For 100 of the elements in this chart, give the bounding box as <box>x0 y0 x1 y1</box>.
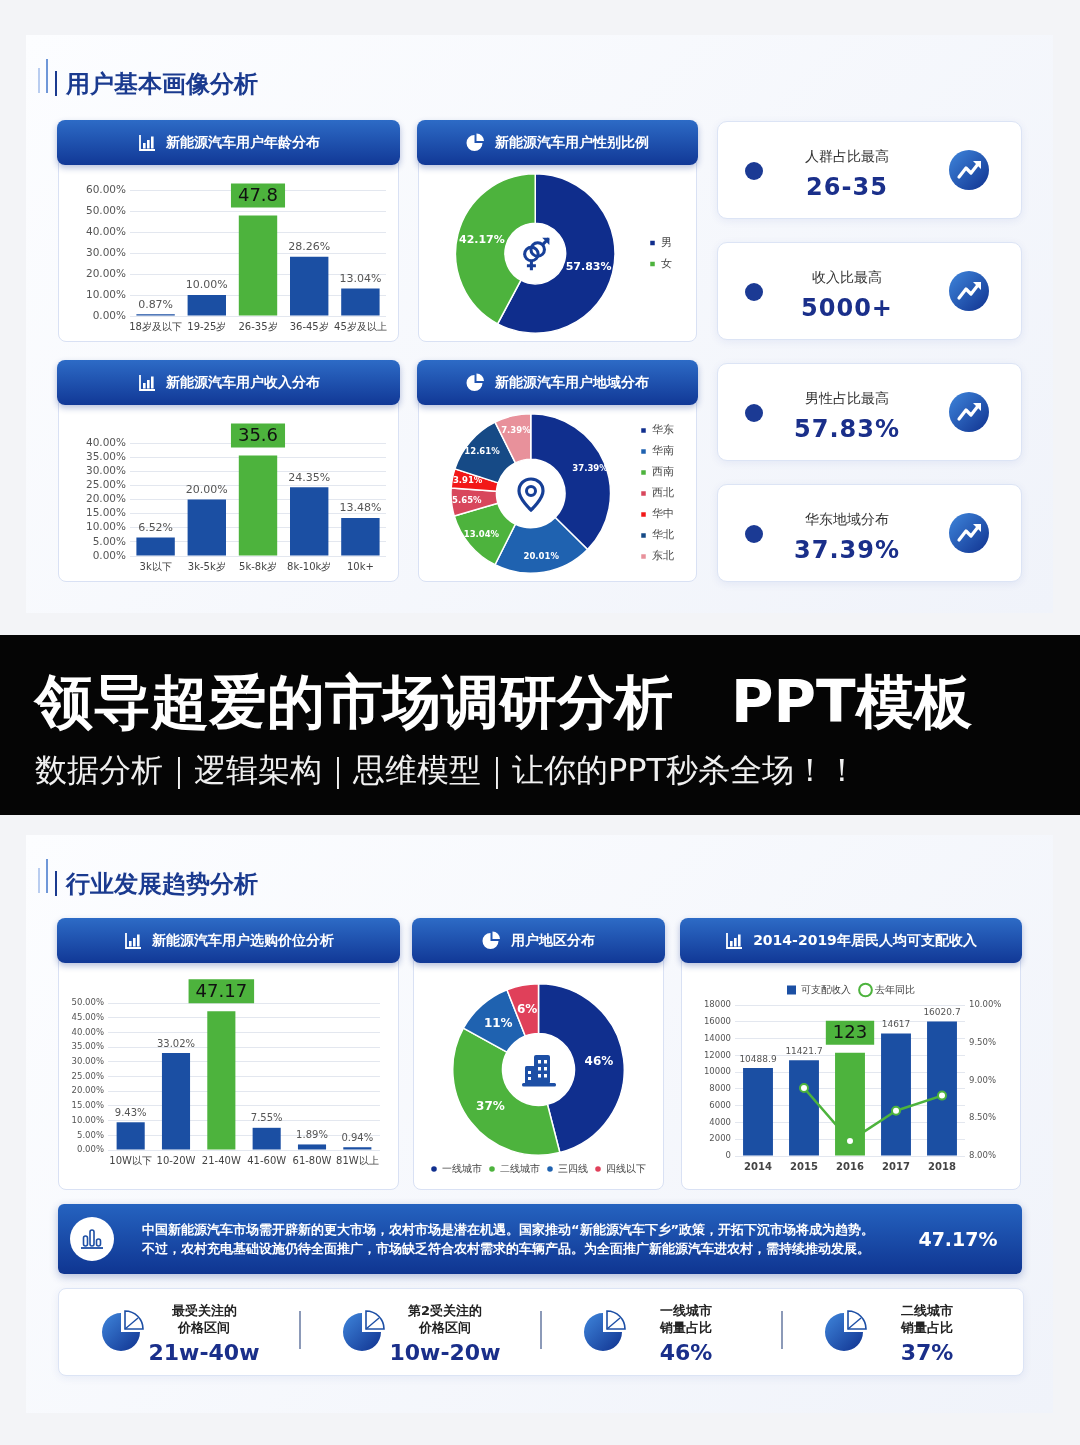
data-label: 11% <box>483 1015 513 1030</box>
x-tick-label: 26-35岁 <box>238 320 278 332</box>
text: 二线城市 <box>900 1302 954 1319</box>
bar <box>343 1147 372 1150</box>
x-tick-label: 3k以下 <box>139 560 172 572</box>
data-label: 13.04% <box>463 528 500 539</box>
chart-title: 新能源汽车用户收入分布 <box>165 373 320 392</box>
y-tick-label: 10.00% <box>71 1114 104 1125</box>
y-tick-label: 15.00% <box>85 506 127 519</box>
data-label: 20.01% <box>523 551 560 562</box>
text: 47.17% <box>917 1227 999 1251</box>
data-label: 7.55% <box>250 1112 283 1124</box>
chart-title: 新能源汽车用户选购价位分析 <box>151 931 334 950</box>
annotation: 123 <box>832 1021 868 1043</box>
bar <box>881 1033 911 1156</box>
text: 华东地域分布 <box>804 510 890 528</box>
text: 销量占比 <box>899 1319 954 1336</box>
y2-tick-label: 10.00% <box>969 999 1002 1010</box>
text: 一线城市 <box>659 1302 713 1319</box>
data-label: 24.35% <box>288 470 331 484</box>
y-tick-label: 20.00% <box>85 266 127 279</box>
bar <box>187 499 226 556</box>
data-label: 11421.7 <box>785 1046 823 1057</box>
y-tick-label: 45.00% <box>71 1011 104 1022</box>
y-tick-label: 10.00% <box>85 520 127 533</box>
bar <box>290 256 329 316</box>
data-label: 37% <box>476 1098 505 1113</box>
y-tick-label: 35.00% <box>85 449 127 462</box>
text: 21w-40w <box>147 1339 261 1367</box>
data-label: 9.43% <box>114 1106 147 1118</box>
data-label: 14617 <box>881 1019 911 1030</box>
legend-label: 华东 <box>652 423 674 437</box>
y-tick-label: 5.00% <box>92 534 127 547</box>
x-tick-label: 21-40W <box>201 1154 241 1166</box>
x-tick-label: 36-45岁 <box>289 320 329 332</box>
y-tick-label: 50.00% <box>71 997 104 1008</box>
y-tick-label: 6000 <box>709 1099 731 1110</box>
text: 领导超爱的市场调研分析 PPT模板 <box>35 667 972 738</box>
text: 46% <box>658 1339 714 1367</box>
legend-label: 华北 <box>652 528 674 542</box>
legend-label: 西南 <box>652 465 674 479</box>
bar <box>207 1011 236 1150</box>
text: 10w-20w <box>388 1339 502 1367</box>
y-tick-label: 25.00% <box>85 478 127 491</box>
text: 中国新能源汽车市场需开辟新的更大市场，农村市场是潜在机遇。国家推动“新能源汽车下乡”政策，开拓下沉市场将成为趋势。 <box>142 1221 875 1239</box>
y-tick-label: 35.00% <box>71 1041 104 1052</box>
data-label: 33.02% <box>156 1037 196 1049</box>
text: 37.39% <box>793 535 901 565</box>
y-tick-label: 0.00% <box>92 308 127 321</box>
legend-label: 四线以下 <box>605 1162 646 1174</box>
x-tick-label: 2016 <box>836 1160 864 1172</box>
x-tick-label: 2018 <box>928 1160 956 1172</box>
y-tick-label: 0.00% <box>76 1144 104 1155</box>
text: 行业发展趋势分析 <box>66 869 258 899</box>
annotation: 47.8 <box>237 184 279 206</box>
y-tick-label: 18000 <box>703 999 731 1010</box>
annotation: 35.6 <box>237 424 279 446</box>
y-tick-label: 60.00% <box>85 182 127 195</box>
y-tick-label: 8000 <box>709 1083 731 1094</box>
text: 26-35 <box>805 172 889 202</box>
data-label: 7.39% <box>501 425 532 436</box>
y-tick-label: 30.00% <box>85 463 127 476</box>
chart-title: 用户地区分布 <box>511 931 595 950</box>
point <box>891 1105 901 1116</box>
y-tick-label: 14000 <box>703 1032 731 1043</box>
text: 不过，农村充电基础设施仍待全面推广，市场缺乏符合农村需求的车辆产品。为全面推广新能源汽车进农村，需持续推动发展。 <box>142 1240 870 1258</box>
y-tick-label: 20.00% <box>71 1085 104 1096</box>
y-tick-label: 40.00% <box>71 1026 104 1037</box>
legend-label: 男 <box>661 235 672 249</box>
y2-tick-label: 8.00% <box>969 1150 997 1161</box>
chart-title: 新能源汽车用户年龄分布 <box>165 133 320 152</box>
y-tick-label: 20.00% <box>85 492 127 505</box>
bar <box>297 1144 327 1150</box>
text: 男性占比最高 <box>804 389 890 407</box>
x-tick-label: 41-60W <box>247 1154 287 1166</box>
bar <box>743 1068 773 1156</box>
data-label: 6.52% <box>138 520 174 534</box>
y-tick-label: 25.00% <box>71 1070 104 1081</box>
bar <box>136 537 175 556</box>
y-tick-label: 4000 <box>709 1116 731 1127</box>
y-tick-label: 10000 <box>703 1066 731 1077</box>
legend-label: 三四线 <box>557 1162 588 1174</box>
text: 第2受关注的 <box>406 1302 483 1319</box>
legend-label: 一线城市 <box>441 1162 482 1174</box>
data-label: 16020.7 <box>923 1007 961 1018</box>
y-tick-label: 12000 <box>703 1049 731 1060</box>
legend-label: 东北 <box>652 549 674 563</box>
y-tick-label: 15.00% <box>71 1100 104 1111</box>
chart-title: 新能源汽车用户地域分布 <box>495 373 649 392</box>
x-tick-label: 8k-10k岁 <box>287 560 332 572</box>
text: 销量占比 <box>658 1319 713 1336</box>
point <box>937 1090 947 1101</box>
x-tick-label: 10-20W <box>156 1154 196 1166</box>
data-label: 42.17% <box>458 232 505 246</box>
y-tick-label: 30.00% <box>85 245 127 258</box>
data-label: 10.00% <box>185 278 228 292</box>
x-tick-label: 10k+ <box>346 560 374 572</box>
x-tick-label: 2014 <box>744 1160 772 1172</box>
text: 人群占比最高 <box>804 147 890 165</box>
data-label: 5.65% <box>452 494 483 505</box>
